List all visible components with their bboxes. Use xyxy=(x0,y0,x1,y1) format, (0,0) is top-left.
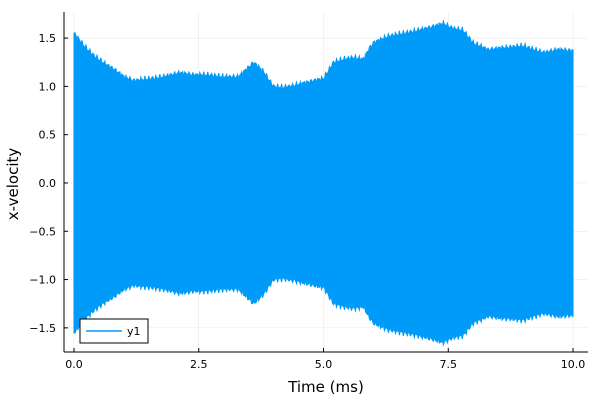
y-tick-label: 0.0 xyxy=(39,177,57,190)
y-tick-label: 1.5 xyxy=(39,32,57,45)
x-tick-label: 10.0 xyxy=(561,358,586,371)
x-tick-label: 2.5 xyxy=(190,358,208,371)
y-axis-label: x-velocity xyxy=(4,148,22,221)
x-tick-label: 5.0 xyxy=(315,358,333,371)
y-ticks: −1.5 −1.0 −0.5 0.0 0.5 1.0 1.5 xyxy=(29,32,68,335)
legend: y1 xyxy=(79,318,149,344)
x-ticks: 0.0 2.5 5.0 7.5 10.0 xyxy=(65,348,585,371)
y-tick-label: −1.0 xyxy=(29,274,56,287)
y-tick-label: 1.0 xyxy=(39,80,57,93)
legend-label-y1: y1 xyxy=(127,325,141,338)
series-y1-area xyxy=(73,19,574,347)
y-tick-label: 0.5 xyxy=(39,129,57,142)
y-tick-label: −1.5 xyxy=(29,322,56,335)
x-tick-label: 0.0 xyxy=(65,358,83,371)
x-tick-label: 7.5 xyxy=(440,358,458,371)
plot-area xyxy=(73,19,574,347)
y-tick-label: −0.5 xyxy=(29,225,56,238)
axes xyxy=(63,12,588,353)
x-axis-label: Time (ms) xyxy=(287,378,364,396)
